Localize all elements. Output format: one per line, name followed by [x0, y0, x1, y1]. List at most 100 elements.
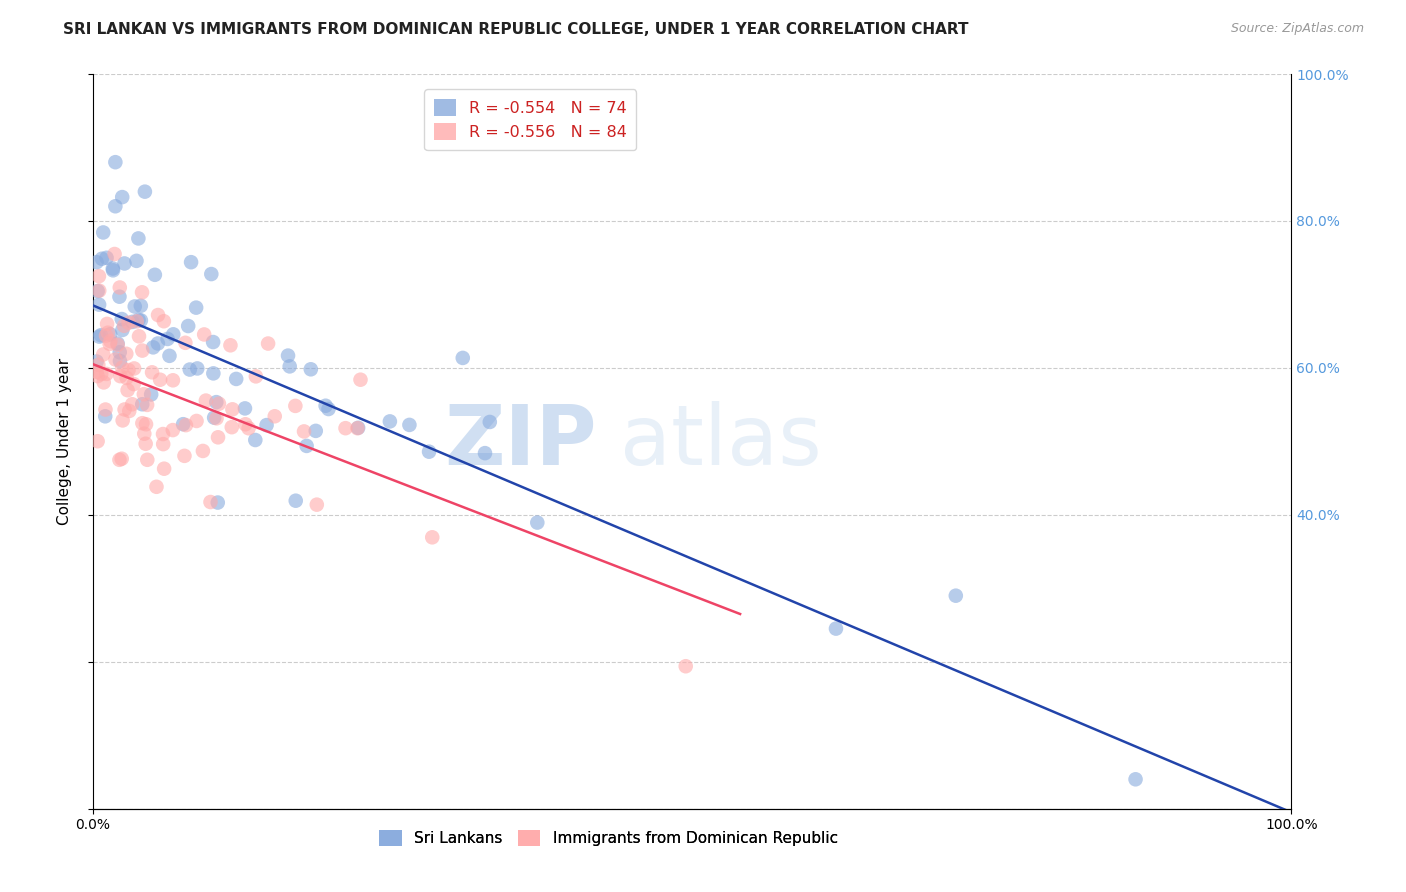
Point	[108, 354, 131, 368]
Point	[225, 372, 247, 386]
Point	[111, 451, 134, 466]
Point	[111, 190, 134, 204]
Point	[156, 332, 179, 346]
Point	[186, 301, 208, 315]
Point	[90, 328, 112, 343]
Point	[202, 367, 225, 381]
Point	[257, 336, 280, 351]
Point	[221, 402, 243, 417]
Point	[233, 401, 256, 416]
Point	[91, 226, 114, 240]
Point	[335, 421, 357, 435]
Point	[111, 323, 134, 337]
Point	[142, 340, 165, 354]
Point	[420, 530, 443, 544]
Point	[152, 427, 174, 442]
Point	[86, 255, 108, 269]
Point	[143, 268, 166, 282]
Point	[318, 402, 340, 417]
Point	[159, 349, 181, 363]
Point	[451, 351, 474, 365]
Point	[86, 365, 108, 379]
Point	[91, 347, 114, 361]
Point	[172, 417, 194, 432]
Point	[89, 329, 111, 343]
Point	[93, 376, 115, 390]
Point	[90, 367, 112, 381]
Point	[128, 313, 150, 327]
Point	[100, 334, 122, 348]
Point	[284, 493, 307, 508]
Point	[202, 334, 225, 349]
Point	[145, 480, 167, 494]
Point	[135, 417, 157, 432]
Point	[174, 418, 197, 433]
Point	[305, 498, 328, 512]
Point	[115, 347, 138, 361]
Point	[118, 404, 141, 418]
Point	[104, 155, 127, 169]
Point	[136, 398, 159, 412]
Point	[193, 327, 215, 342]
Point	[111, 360, 134, 375]
Point	[110, 369, 132, 384]
Point	[86, 369, 108, 384]
Point	[221, 420, 243, 434]
Point	[149, 373, 172, 387]
Point	[235, 417, 257, 432]
Point	[205, 395, 228, 409]
Point	[86, 434, 108, 449]
Point	[194, 393, 217, 408]
Point	[114, 402, 136, 417]
Text: SRI LANKAN VS IMMIGRANTS FROM DOMINICAN REPUBLIC COLLEGE, UNDER 1 YEAR CORRELATI: SRI LANKAN VS IMMIGRANTS FROM DOMINICAN …	[63, 22, 969, 37]
Point	[96, 317, 118, 331]
Point	[107, 338, 129, 352]
Point	[284, 399, 307, 413]
Point	[104, 199, 127, 213]
Point	[153, 461, 176, 475]
Point	[207, 430, 229, 444]
Point	[219, 338, 242, 352]
Point	[111, 413, 134, 427]
Point	[96, 367, 118, 381]
Point	[97, 326, 120, 340]
Point	[104, 352, 127, 367]
Text: ZIP: ZIP	[444, 401, 596, 482]
Point	[174, 335, 197, 350]
Point	[131, 397, 153, 411]
Point	[89, 284, 111, 298]
Point	[101, 261, 124, 276]
Point	[1125, 772, 1147, 787]
Point	[115, 371, 138, 385]
Point	[202, 410, 225, 425]
Point	[86, 354, 108, 368]
Point	[207, 495, 229, 509]
Point	[245, 433, 267, 447]
Point	[146, 336, 169, 351]
Point	[125, 314, 148, 328]
Point	[111, 312, 134, 326]
Point	[305, 424, 328, 438]
Point	[121, 315, 143, 329]
Point	[87, 298, 110, 312]
Point	[131, 343, 153, 358]
Point	[101, 263, 124, 277]
Point	[205, 411, 228, 425]
Point	[129, 299, 152, 313]
Point	[108, 290, 131, 304]
Point	[191, 444, 214, 458]
Point	[945, 589, 967, 603]
Point	[135, 436, 157, 450]
Point	[86, 284, 108, 298]
Point	[186, 361, 208, 376]
Point	[292, 425, 315, 439]
Point	[200, 495, 222, 509]
Point	[103, 247, 125, 261]
Point	[208, 397, 231, 411]
Point	[263, 409, 285, 424]
Point	[347, 421, 370, 435]
Point	[87, 358, 110, 372]
Point	[179, 362, 201, 376]
Point	[117, 363, 139, 377]
Point	[146, 308, 169, 322]
